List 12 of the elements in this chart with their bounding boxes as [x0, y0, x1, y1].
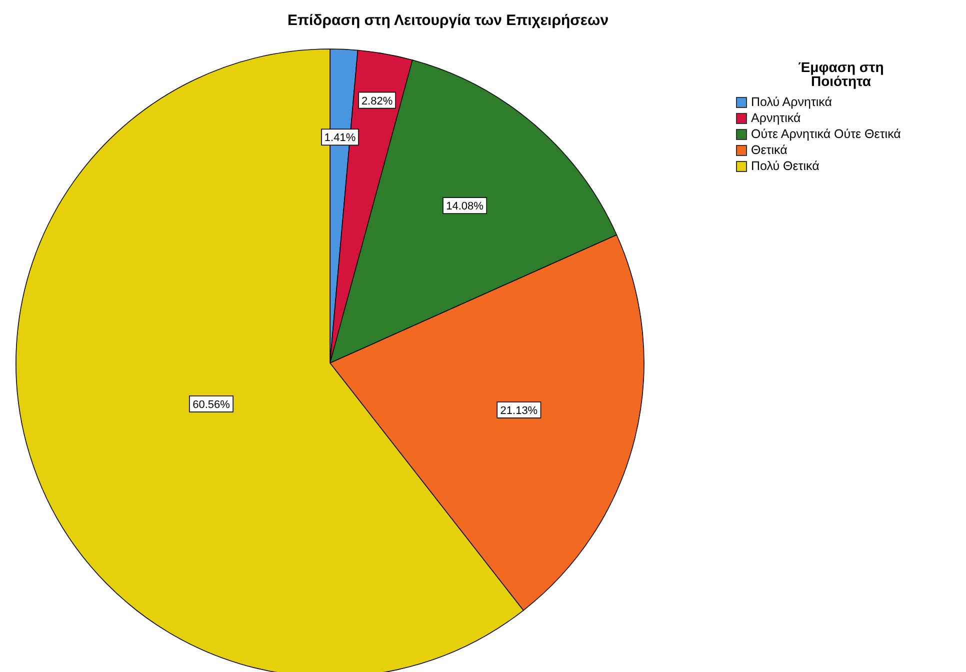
data-label: 1.41%	[324, 132, 356, 144]
data-label: 14.08%	[446, 200, 484, 213]
legend-title: Έμφαση στη Ποιότητα	[797, 59, 885, 89]
data-label: 60.56%	[192, 398, 230, 411]
legend-label: Ούτε Αρνητικά Ούτε Θετικά	[751, 127, 901, 141]
legend-label: Πολύ Αρνητικά	[751, 95, 832, 109]
legend-label: Αρνητικά	[751, 111, 801, 125]
legend-label: Θετικά	[751, 143, 788, 157]
legend-label: Πολύ Θετικά	[751, 159, 820, 173]
data-label: 2.82%	[361, 95, 393, 108]
chart-title: Επίδραση στη Λειτουργία των Επιχειρήσεων	[286, 12, 610, 29]
data-label: 21.13%	[500, 404, 538, 417]
